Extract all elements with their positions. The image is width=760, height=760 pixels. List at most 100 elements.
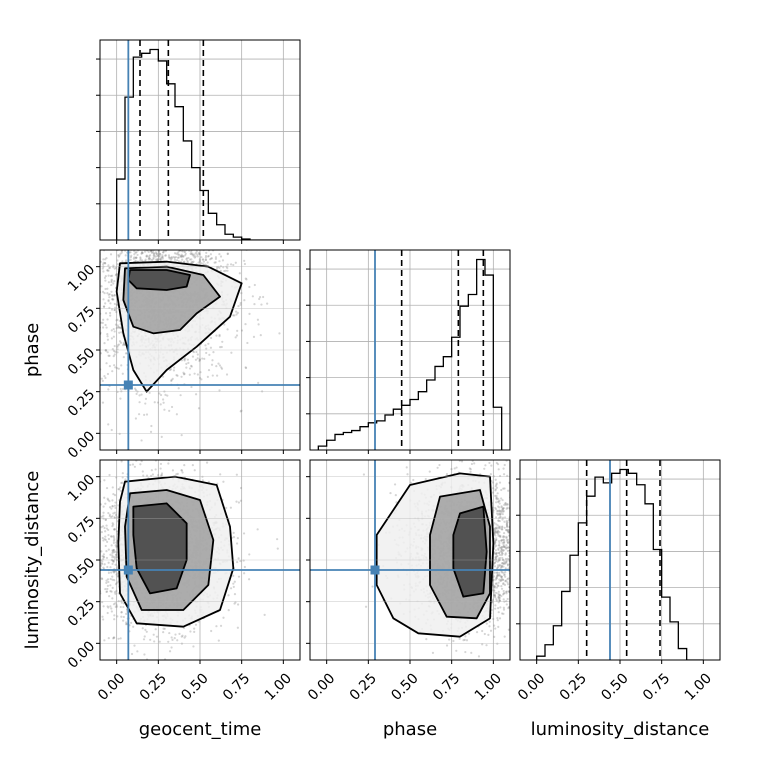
sample-point [107,580,110,584]
sample-point [97,527,99,529]
sample-point [123,220,125,222]
sample-point [116,263,119,266]
sample-point [148,391,151,394]
sample-point [220,345,223,349]
sample-point [94,285,96,287]
sample-point [157,250,161,253]
sample-point [235,542,239,545]
sample-point [86,332,88,334]
sample-point [61,312,63,314]
sample-point [141,237,143,239]
sample-point [109,577,112,581]
sample-point [182,254,185,258]
sample-point [192,229,194,231]
sample-point [278,332,281,335]
sample-point [107,423,110,426]
sample-point [120,601,123,604]
sample-point [153,401,156,404]
sample-point [116,259,119,262]
sample-point [110,329,113,332]
sample-point [121,232,123,234]
sample-point [112,355,115,358]
sample-point [106,584,110,587]
sample-point [193,199,195,201]
sample-point [194,623,198,626]
sample-point [155,226,157,228]
sample-point [215,266,219,269]
sample-point [192,260,195,263]
sample-point [158,257,161,261]
sample-point [85,541,87,543]
sample-point [129,243,131,245]
sample-point [173,637,176,640]
sample-point [170,257,174,260]
sample-point [219,269,222,272]
sample-point [226,328,229,331]
sample-point [93,218,95,220]
sample-point [92,615,94,617]
sample-point [136,216,138,218]
sample-point [164,250,167,253]
sample-point [151,224,153,226]
sample-point [111,499,114,502]
sample-point [162,211,164,213]
sample-point [197,261,200,264]
sample-point [101,615,104,618]
sample-point [104,530,107,533]
sample-point [153,202,155,204]
sample-point [165,231,167,233]
sample-point [212,228,214,230]
sample-point [104,518,107,521]
sample-point [252,335,256,338]
sample-point [157,250,161,253]
sample-point [158,255,161,258]
sample-point [143,230,145,232]
sample-point [191,247,193,249]
sample-point [113,618,116,621]
sample-point [179,255,182,258]
sample-point [170,636,173,639]
sample-point [153,245,155,247]
sample-point [121,235,123,237]
sample-point [135,247,137,249]
sample-point [98,233,100,235]
sample-point [167,217,169,219]
sample-point [106,587,109,591]
sample-point [156,258,159,261]
sample-point [149,213,151,215]
sample-point [102,318,105,321]
sample-point [112,206,114,208]
sample-point [159,403,162,406]
sample-point [149,230,151,232]
sample-point [154,251,158,254]
sample-point [111,245,113,247]
sample-point [189,216,191,218]
sample-point [122,615,125,619]
sample-point [134,259,137,262]
sample-point [92,285,94,287]
sample-point [64,359,66,361]
sample-point [155,252,158,255]
sample-point [160,236,162,238]
sample-point [130,186,132,188]
sample-point [198,258,201,261]
sample-point [141,246,143,248]
sample-point [140,439,143,442]
sample-point [146,232,148,234]
sample-point [120,251,123,254]
sample-point [162,231,164,233]
sample-point [102,263,105,266]
sample-point [193,245,195,247]
sample-point [117,170,119,172]
sample-point [65,585,67,587]
sample-point [81,300,83,302]
sample-point [172,369,176,372]
sample-point [114,225,116,227]
sample-point [101,267,104,270]
sample-point [124,235,126,237]
sample-point [203,218,205,220]
sample-point [95,225,97,227]
sample-point [162,234,164,236]
sample-point [109,605,112,608]
sample-point [102,270,105,273]
